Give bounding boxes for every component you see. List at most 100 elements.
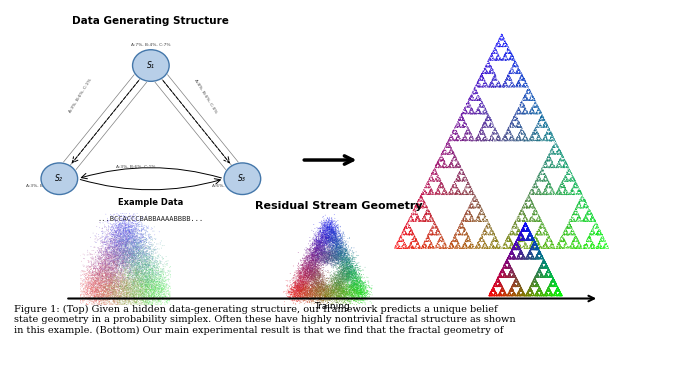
Point — [333, 248, 344, 255]
Point — [428, 243, 439, 250]
Point — [536, 245, 546, 251]
Point — [533, 246, 544, 252]
Point — [518, 129, 529, 135]
Point — [528, 104, 539, 110]
Point — [501, 242, 512, 248]
Point — [534, 270, 544, 276]
Point — [93, 287, 104, 293]
Point — [549, 282, 559, 288]
Point — [523, 255, 534, 261]
Point — [298, 279, 309, 285]
Point — [526, 291, 537, 297]
Point — [525, 293, 536, 299]
Point — [417, 245, 428, 251]
Point — [320, 260, 331, 266]
Point — [509, 291, 520, 298]
Point — [506, 251, 517, 257]
Point — [357, 290, 368, 296]
Point — [330, 257, 340, 263]
Point — [526, 134, 537, 141]
Point — [135, 247, 146, 253]
Point — [119, 228, 130, 234]
Point — [325, 222, 336, 228]
Point — [473, 131, 483, 138]
Point — [536, 274, 546, 280]
Point — [92, 277, 102, 283]
Point — [519, 137, 530, 143]
Point — [546, 291, 557, 297]
Point — [357, 291, 367, 298]
Point — [511, 278, 521, 284]
Point — [332, 240, 343, 246]
Point — [545, 292, 556, 298]
Point — [506, 83, 517, 90]
Point — [121, 226, 132, 232]
Point — [132, 273, 142, 279]
Point — [514, 130, 525, 136]
Point — [100, 258, 111, 264]
Point — [550, 144, 561, 150]
Point — [544, 286, 555, 292]
Point — [143, 259, 154, 266]
Point — [452, 187, 462, 194]
Point — [138, 271, 149, 277]
Point — [124, 216, 135, 223]
Point — [300, 254, 311, 260]
Point — [499, 291, 510, 297]
Point — [134, 275, 144, 281]
Point — [114, 230, 125, 236]
Point — [527, 235, 538, 241]
Point — [134, 251, 145, 257]
Point — [543, 274, 554, 280]
Point — [127, 231, 138, 237]
Point — [532, 175, 542, 181]
Point — [497, 33, 508, 39]
Point — [565, 224, 576, 230]
Point — [325, 255, 336, 261]
Point — [119, 253, 129, 259]
Point — [405, 226, 416, 232]
Point — [324, 253, 335, 259]
Point — [520, 237, 531, 243]
Point — [319, 282, 330, 288]
Point — [157, 255, 167, 261]
Point — [511, 64, 521, 70]
Point — [517, 224, 528, 231]
Point — [125, 284, 136, 290]
Point — [571, 182, 582, 188]
Point — [531, 247, 542, 253]
Point — [88, 298, 99, 304]
Point — [97, 287, 108, 293]
Point — [321, 219, 332, 226]
Point — [336, 258, 347, 264]
Point — [321, 235, 332, 242]
Point — [503, 265, 514, 271]
Point — [297, 262, 308, 268]
Point — [532, 287, 543, 293]
Point — [130, 278, 141, 284]
Point — [335, 277, 346, 283]
Point — [106, 277, 117, 283]
Point — [527, 244, 538, 250]
Point — [338, 252, 348, 258]
Point — [586, 239, 597, 245]
Point — [313, 295, 324, 301]
Point — [534, 266, 545, 272]
Point — [494, 84, 504, 90]
Point — [94, 279, 105, 285]
Point — [137, 234, 148, 240]
Point — [518, 109, 529, 115]
Point — [403, 216, 414, 222]
Point — [294, 283, 305, 289]
Point — [321, 286, 332, 292]
Point — [536, 219, 546, 225]
Point — [138, 249, 148, 255]
Point — [447, 149, 458, 155]
Point — [530, 275, 540, 282]
Point — [506, 266, 517, 272]
Point — [529, 283, 540, 290]
Point — [543, 180, 554, 186]
Point — [345, 285, 356, 291]
Point — [538, 274, 549, 280]
Point — [96, 270, 107, 276]
